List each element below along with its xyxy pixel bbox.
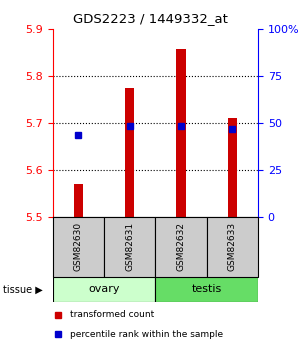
Text: GSM82633: GSM82633 xyxy=(228,222,237,272)
Bar xyxy=(207,217,258,277)
Text: GSM82632: GSM82632 xyxy=(176,222,185,272)
Text: GDS2223 / 1449332_at: GDS2223 / 1449332_at xyxy=(73,12,227,25)
Text: tissue ▶: tissue ▶ xyxy=(3,285,43,294)
Bar xyxy=(52,217,104,277)
Text: ovary: ovary xyxy=(88,285,120,294)
Text: GSM82630: GSM82630 xyxy=(74,222,83,272)
Text: testis: testis xyxy=(191,285,222,294)
Text: transformed count: transformed count xyxy=(70,310,155,319)
Bar xyxy=(155,217,207,277)
Bar xyxy=(228,118,237,217)
Bar xyxy=(52,277,155,302)
Bar xyxy=(125,88,134,217)
Bar xyxy=(176,49,186,217)
Text: GSM82631: GSM82631 xyxy=(125,222,134,272)
Bar xyxy=(155,277,258,302)
Bar xyxy=(104,217,155,277)
Text: percentile rank within the sample: percentile rank within the sample xyxy=(70,330,224,339)
Bar xyxy=(74,184,83,217)
